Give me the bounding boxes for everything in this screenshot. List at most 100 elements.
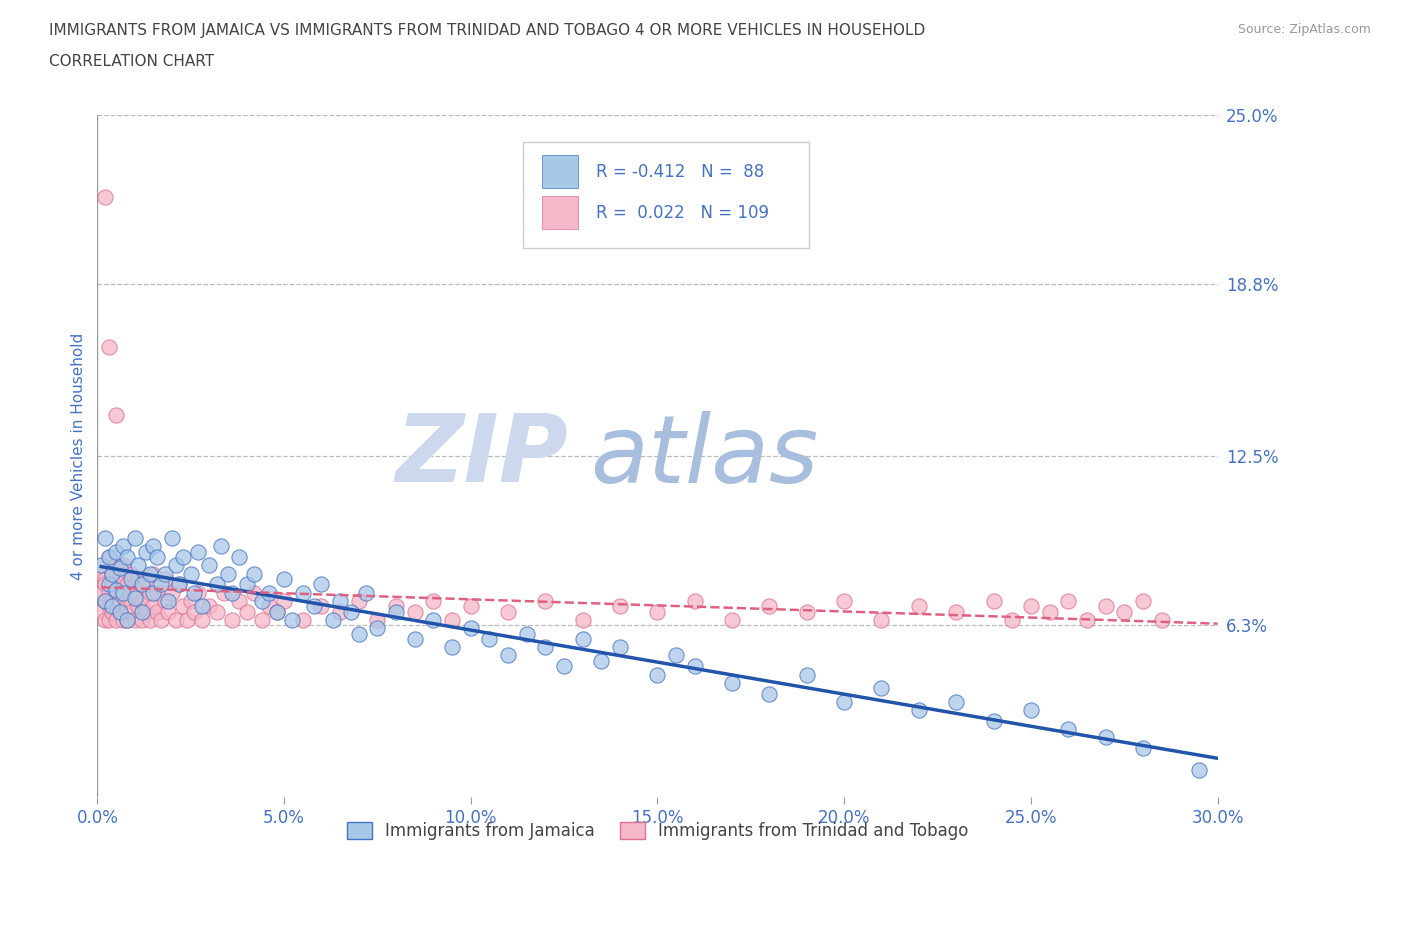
Point: [1038, 604, 1060, 619]
Point: [870, 613, 893, 628]
Point: [1132, 741, 1154, 756]
Point: [1076, 613, 1098, 628]
Point: [101, 577, 124, 591]
Point: [273, 572, 295, 587]
Point: [131, 577, 153, 591]
Point: [160, 531, 183, 546]
Point: [496, 604, 519, 619]
Point: [209, 538, 232, 553]
Point: [647, 667, 669, 682]
Point: [311, 599, 333, 614]
Point: [329, 604, 352, 619]
Point: [1150, 613, 1173, 628]
Point: [609, 599, 631, 614]
Point: [1019, 599, 1042, 614]
Point: [138, 566, 160, 581]
Point: [183, 585, 205, 600]
Point: [101, 566, 124, 581]
Point: [221, 585, 243, 600]
Point: [172, 550, 194, 565]
Point: [94, 190, 117, 205]
Point: [214, 585, 236, 600]
FancyBboxPatch shape: [543, 196, 578, 229]
Point: [347, 626, 370, 641]
Point: [609, 640, 631, 655]
Point: [217, 566, 239, 581]
Point: [131, 604, 153, 619]
Point: [243, 585, 266, 600]
Point: [138, 613, 160, 628]
Point: [135, 572, 157, 587]
Point: [146, 550, 169, 565]
Point: [169, 577, 191, 591]
Point: [187, 585, 209, 600]
Point: [108, 577, 131, 591]
Point: [340, 604, 363, 619]
Point: [228, 593, 250, 608]
Point: [329, 593, 352, 608]
Point: [228, 550, 250, 565]
Text: Source: ZipAtlas.com: Source: ZipAtlas.com: [1237, 23, 1371, 36]
Text: R =  0.022   N = 109: R = 0.022 N = 109: [596, 204, 769, 221]
Point: [266, 604, 288, 619]
Point: [347, 593, 370, 608]
Point: [721, 675, 744, 690]
Point: [94, 613, 117, 628]
Point: [105, 599, 128, 614]
Point: [758, 599, 780, 614]
Point: [183, 604, 205, 619]
Point: [198, 558, 221, 573]
Point: [115, 550, 138, 565]
Point: [180, 593, 202, 608]
Point: [120, 604, 142, 619]
Point: [131, 593, 153, 608]
Point: [146, 585, 169, 600]
Point: [250, 593, 273, 608]
Point: [115, 613, 138, 628]
Point: [496, 648, 519, 663]
Point: [322, 613, 344, 628]
Point: [115, 599, 138, 614]
Point: [191, 613, 214, 628]
Point: [571, 631, 593, 646]
Point: [205, 577, 228, 591]
Point: [153, 572, 176, 587]
Text: atlas: atlas: [591, 411, 818, 501]
Point: [97, 577, 120, 591]
Point: [105, 585, 128, 600]
Point: [90, 566, 112, 581]
Point: [108, 566, 131, 581]
Point: [683, 593, 706, 608]
Point: [235, 577, 257, 591]
Point: [112, 558, 135, 573]
Point: [1114, 604, 1136, 619]
Point: [478, 631, 501, 646]
Point: [112, 572, 135, 587]
Point: [90, 558, 112, 573]
Point: [1094, 730, 1116, 745]
Point: [404, 604, 426, 619]
Point: [97, 339, 120, 354]
Point: [105, 407, 128, 422]
Point: [169, 577, 191, 591]
Point: [404, 631, 426, 646]
Point: [124, 585, 146, 600]
Point: [832, 695, 855, 710]
Point: [101, 593, 124, 608]
Point: [516, 626, 538, 641]
Point: [422, 613, 444, 628]
Point: [280, 613, 302, 628]
Point: [302, 599, 325, 614]
Point: [1132, 593, 1154, 608]
Point: [796, 604, 818, 619]
Point: [1001, 613, 1024, 628]
Point: [385, 604, 408, 619]
Point: [97, 550, 120, 565]
Text: ZIP: ZIP: [395, 410, 568, 502]
Point: [124, 591, 146, 605]
Point: [460, 620, 482, 635]
Point: [1019, 702, 1042, 717]
Point: [112, 585, 135, 600]
Point: [101, 604, 124, 619]
Point: [149, 577, 172, 591]
